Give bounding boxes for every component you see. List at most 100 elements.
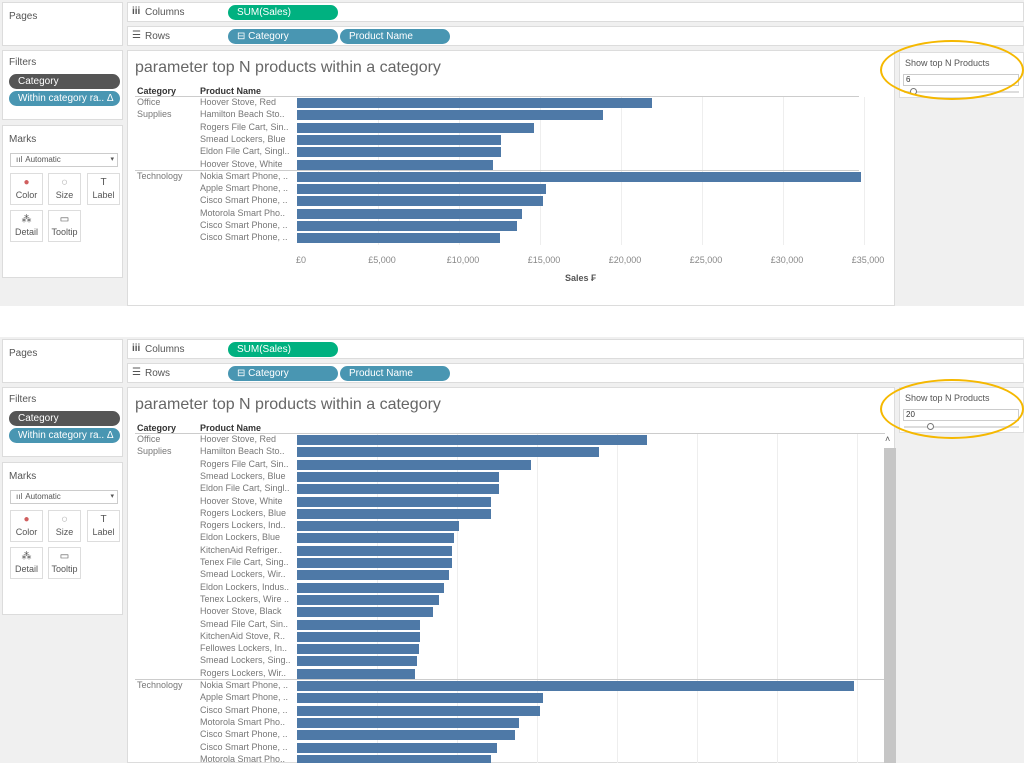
header-product-name: Product Name	[200, 423, 262, 433]
gridline	[457, 434, 458, 763]
size-icon: ◌	[61, 514, 68, 525]
marks-color-label: Color	[15, 527, 38, 537]
sales-bar[interactable]	[297, 533, 454, 544]
rows-shelf[interactable]: ☰ Rows ⊟ Category Product Name	[127, 363, 1024, 383]
sales-bar[interactable]	[297, 447, 600, 458]
rows-label: Rows	[145, 368, 171, 379]
chart-view: parameter top N products within a catego…	[127, 387, 896, 763]
sales-bar[interactable]	[297, 668, 416, 679]
marks-label-button[interactable]: T Label	[87, 510, 120, 542]
bar-chart-icon: ııl	[16, 155, 23, 164]
product-name-label: Fellowes Lockers, In..	[200, 643, 288, 654]
sales-bar[interactable]	[297, 717, 520, 728]
sales-bar[interactable]	[297, 742, 497, 753]
product-name-label: Smead Lockers, Wir..	[200, 569, 286, 580]
sales-bar[interactable]	[297, 184, 547, 195]
x-axis-tick: £5,000	[368, 254, 396, 265]
sales-bar[interactable]	[297, 656, 417, 667]
marks-detail-button[interactable]: ⁂ Detail	[10, 210, 43, 242]
columns-shelf[interactable]: iii Columns SUM(Sales)	[127, 339, 1024, 359]
product-name-label: Apple Smart Phone, ..	[200, 183, 289, 194]
sales-bar[interactable]	[297, 545, 453, 556]
mark-type-dropdown[interactable]: ııl Automatic ▾	[10, 490, 118, 504]
sales-bar[interactable]	[297, 631, 421, 642]
scroll-up-icon[interactable]: ˄	[885, 434, 891, 444]
category-label: Technology	[137, 170, 183, 181]
marks-label-button[interactable]: T Label	[87, 173, 120, 205]
sales-bar[interactable]	[297, 705, 541, 716]
sales-bar[interactable]	[297, 693, 544, 704]
marks-size-button[interactable]: ◌ Size	[48, 510, 81, 542]
columns-label: Columns	[145, 344, 185, 355]
sales-bar[interactable]	[297, 98, 652, 108]
mark-type-dropdown[interactable]: ııl Automatic ▾	[10, 153, 118, 167]
product-name-label: Eldon Lockers, Blue	[200, 532, 281, 543]
sales-bar[interactable]	[297, 558, 453, 568]
vertical-scrollbar[interactable]	[884, 448, 896, 763]
marks-size-label: Size	[55, 190, 74, 200]
sales-bar[interactable]	[297, 233, 500, 244]
category-label: Office	[137, 97, 161, 107]
category-pill[interactable]: ⊟ Category	[228, 29, 338, 44]
marks-color-button[interactable]: ● Color	[10, 173, 43, 205]
sales-bar[interactable]	[297, 122, 534, 133]
sales-bar[interactable]	[297, 607, 433, 618]
sales-bar[interactable]	[297, 508, 491, 519]
sales-bar[interactable]	[297, 110, 604, 121]
sales-bar[interactable]	[297, 570, 449, 581]
sales-bar[interactable]	[297, 681, 854, 691]
filter-within-category-rank[interactable]: Within category ra.. Δ	[9, 91, 120, 106]
filter-category[interactable]: Category	[9, 411, 120, 426]
sales-bar[interactable]	[297, 159, 494, 170]
sales-bar[interactable]	[297, 496, 491, 507]
sales-bar[interactable]	[297, 147, 502, 158]
sales-bar[interactable]	[297, 459, 531, 470]
rows-shelf[interactable]: ☰ Rows ⊟ Category Product Name	[127, 26, 1024, 46]
product-name-pill[interactable]: Product Name	[340, 29, 450, 44]
x-axis-tick: £0	[295, 254, 307, 265]
columns-shelf[interactable]: iii Columns SUM(Sales)	[127, 2, 1024, 22]
sales-bar[interactable]	[297, 730, 515, 741]
sales-bar[interactable]	[297, 171, 861, 182]
sales-bar[interactable]	[297, 134, 502, 145]
tooltip-icon: ▭	[59, 214, 70, 225]
sales-bar[interactable]	[297, 594, 440, 605]
sales-bar[interactable]	[297, 754, 491, 763]
sales-bar[interactable]	[297, 521, 459, 532]
product-name-label: Hoover Stove, Red	[200, 97, 277, 107]
marks-tooltip-button[interactable]: ▭ Tooltip	[48, 210, 81, 242]
bar-chart-icon: ııl	[16, 492, 23, 501]
sales-bar[interactable]	[297, 208, 523, 219]
label-icon: T	[100, 514, 107, 525]
sales-bar[interactable]	[297, 196, 544, 207]
marks-size-button[interactable]: ◌ Size	[48, 173, 81, 205]
sales-bar[interactable]	[297, 619, 421, 630]
sum-sales-pill[interactable]: SUM(Sales)	[228, 342, 338, 357]
marks-detail-button[interactable]: ⁂ Detail	[10, 547, 43, 579]
filters-shelf: Filters Category Within category ra.. Δ	[2, 387, 123, 457]
sales-bar[interactable]	[297, 471, 499, 482]
tableau-worksheet: Pages iii Columns SUM(Sales) ☰ Rows ⊟ Category…	[0, 337, 1024, 763]
pages-shelf[interactable]: Pages	[2, 2, 123, 46]
pages-shelf[interactable]: Pages	[2, 339, 123, 383]
sum-sales-pill[interactable]: SUM(Sales)	[228, 5, 338, 20]
sales-bar[interactable]	[297, 435, 648, 445]
category-pill[interactable]: ⊟ Category	[228, 366, 338, 381]
sales-bar[interactable]	[297, 484, 499, 495]
sales-bar[interactable]	[297, 221, 518, 231]
product-name-pill[interactable]: Product Name	[340, 366, 450, 381]
sales-bar[interactable]	[297, 582, 445, 593]
marks-color-button[interactable]: ● Color	[10, 510, 43, 542]
filter-within-category-rank[interactable]: Within category ra.. Δ	[9, 428, 120, 443]
pages-label: Pages	[9, 11, 38, 22]
product-name-label: Hoover Stove, Red	[200, 434, 277, 444]
product-name-label: Rogers Lockers, Blue	[200, 507, 287, 518]
filter-category[interactable]: Category	[9, 74, 120, 89]
marks-tooltip-button[interactable]: ▭ Tooltip	[48, 547, 81, 579]
product-name-label: Smead File Cart, Sin..	[200, 618, 289, 629]
header-divider	[135, 433, 885, 434]
sales-bar[interactable]	[297, 644, 419, 655]
color-icon: ●	[23, 177, 30, 188]
product-name-label: Nokia Smart Phone, ..	[200, 680, 289, 690]
filters-label: Filters	[9, 394, 37, 405]
